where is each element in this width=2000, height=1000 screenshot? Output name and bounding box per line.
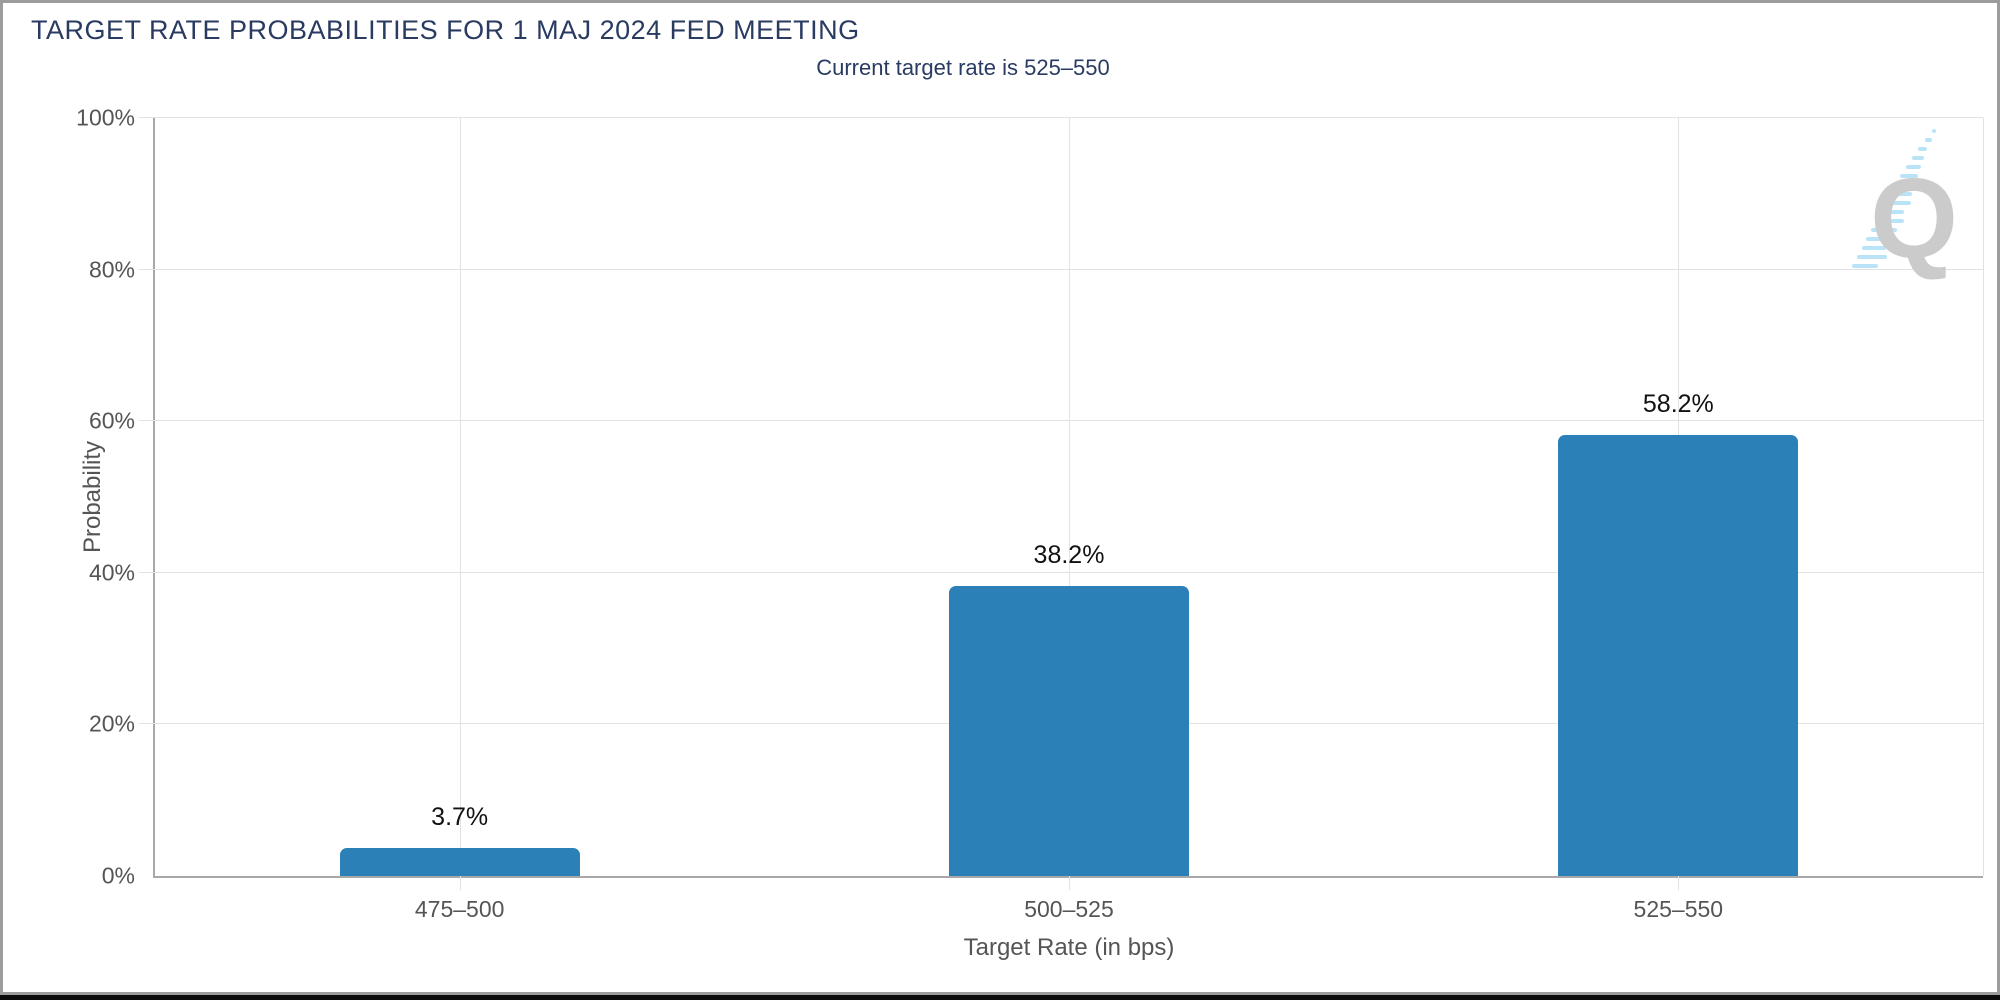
y-gridline-100 — [139, 117, 1983, 118]
x-tick-mark — [1678, 876, 1680, 890]
x-tick-mark — [459, 876, 461, 890]
quikstrike-watermark-logo: Q — [1852, 129, 1958, 281]
bar-value-label: 38.2% — [1033, 541, 1105, 570]
y-tick-label: 80% — [88, 256, 135, 283]
plot-area: Probability Target Rate (in bps) 0% 20% 40… — [76, 105, 1984, 961]
bar-475–500[interactable] — [339, 847, 580, 876]
y-tick-label: 100% — [76, 104, 135, 131]
x-axis-title: Target Rate (in bps) — [963, 934, 1175, 961]
x-tick-label: 525–550 — [1633, 896, 1724, 922]
y-tick-label: 40% — [88, 559, 135, 586]
bar-value-label: 3.7% — [431, 802, 489, 831]
bar-525–550[interactable] — [1558, 434, 1799, 876]
x-tick-label: 500–525 — [1024, 896, 1114, 922]
bar-value-label: 58.2% — [1642, 389, 1714, 418]
bar-500–525[interactable] — [949, 586, 1189, 876]
plot-right-border — [1983, 118, 1984, 876]
y-gridline-60 — [139, 420, 1983, 422]
y-gridline-40 — [139, 571, 1983, 573]
x-tick-mark — [1069, 876, 1070, 890]
x-gridline-500–525 — [1069, 118, 1070, 876]
chart-subtitle: Current target rate is 525–550 — [816, 55, 1110, 80]
y-tick-label: 60% — [88, 407, 135, 434]
x-gridline-475–500 — [459, 118, 461, 876]
chart-title: TARGET RATE PROBABILITIES FOR 1 MAJ 2024… — [31, 15, 860, 45]
watermark-swoosh-icon — [1852, 129, 1936, 268]
x-tick-label: 475–500 — [414, 896, 505, 922]
y-tick-label: 20% — [88, 710, 135, 737]
y-axis-title: Probability — [79, 440, 107, 554]
y-gridline-80 — [139, 268, 1983, 270]
y-tick-label: 0% — [101, 862, 135, 889]
watermark-q-letter: Q — [1870, 155, 1958, 281]
